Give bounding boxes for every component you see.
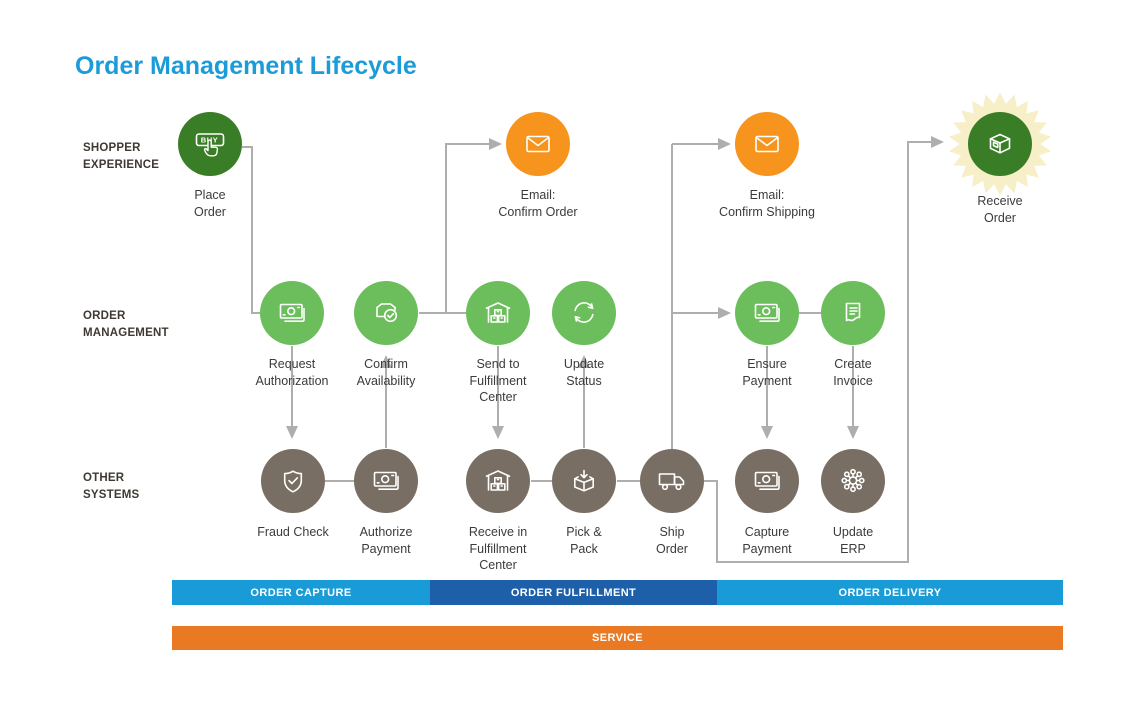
node-label: Update Status (563, 357, 605, 388)
node-label: Authorize Payment (359, 525, 413, 556)
node-receive-order: Receive Order (942, 92, 1058, 226)
node-fraud-check: Fraud Check (235, 449, 351, 541)
node-label: Email: Confirm Shipping (719, 188, 815, 219)
cash-icon (260, 281, 324, 345)
node-capture-payment: Capture Payment (709, 449, 825, 557)
node-label: Send to Fulfillment Center (469, 357, 527, 404)
cash-icon (354, 449, 418, 513)
node-label: Update ERP (832, 525, 874, 556)
phase-bar-order-capture: ORDER CAPTURE (172, 580, 430, 605)
warehouse-icon (466, 449, 530, 513)
refresh-icon (552, 281, 616, 345)
node-send-to-fulfillment-center: Send to Fulfillment Center (440, 281, 556, 406)
node-place-order: BUY Place Order (152, 112, 268, 220)
network-icon (821, 449, 885, 513)
warehouse-icon (466, 281, 530, 345)
pick-pack-icon (552, 449, 616, 513)
lane-label-other-systems: OTHER SYSTEMS (83, 472, 140, 502)
node-label: Confirm Availability (356, 357, 416, 388)
node-label: Pick & Pack (566, 525, 602, 556)
lane-label-shopper-experience: SHOPPER EXPERIENCE (83, 142, 160, 172)
node-receive-in-fulfillment-center: Receive in Fulfillment Center (440, 449, 556, 574)
shield-check-icon (261, 449, 325, 513)
envelope-icon (735, 112, 799, 176)
lane-label-order-management: ORDER MANAGEMENT (83, 310, 169, 340)
node-request-authorization: Request Authorization (234, 281, 350, 389)
node-label: Place Order (194, 188, 226, 219)
cash-icon (735, 281, 799, 345)
node-label: Ensure Payment (742, 357, 792, 388)
node-email-confirm-shipping: Email: Confirm Shipping (709, 112, 825, 220)
node-ensure-payment: Ensure Payment (709, 281, 825, 389)
node-label: Email: Confirm Order (498, 188, 578, 219)
page-title: Order Management Lifecycle (75, 52, 417, 80)
phase-bar-order-delivery: ORDER DELIVERY (717, 580, 1063, 605)
node-ship-order: Ship Order (614, 449, 730, 557)
phase-bar-order-fulfillment: ORDER FULFILLMENT (430, 580, 717, 605)
node-label: Request Authorization (255, 357, 329, 388)
package-box-icon (968, 112, 1032, 176)
buy-button-icon: BUY (178, 112, 242, 176)
node-confirm-availability: Confirm Availability (328, 281, 444, 389)
truck-icon (640, 449, 704, 513)
node-label: Create Invoice (833, 357, 873, 388)
cash-icon (735, 449, 799, 513)
node-label: Fraud Check (257, 525, 329, 539)
node-label: Ship Order (656, 525, 688, 556)
node-update-status: Update Status (526, 281, 642, 389)
envelope-icon (506, 112, 570, 176)
node-create-invoice: Create Invoice (795, 281, 911, 389)
node-label: Receive in Fulfillment Center (468, 525, 528, 572)
node-pick-and-pack: Pick & Pack (526, 449, 642, 557)
box-check-icon (354, 281, 418, 345)
node-label: Receive Order (977, 194, 1023, 225)
invoice-icon (821, 281, 885, 345)
node-authorize-payment: Authorize Payment (328, 449, 444, 557)
node-label: Capture Payment (742, 525, 792, 556)
phase-bars: ORDER CAPTURE ORDER FULFILLMENT ORDER DE… (172, 580, 1063, 605)
node-email-confirm-order: Email: Confirm Order (480, 112, 596, 220)
service-bar: SERVICE (172, 626, 1063, 650)
node-update-erp: Update ERP (795, 449, 911, 557)
